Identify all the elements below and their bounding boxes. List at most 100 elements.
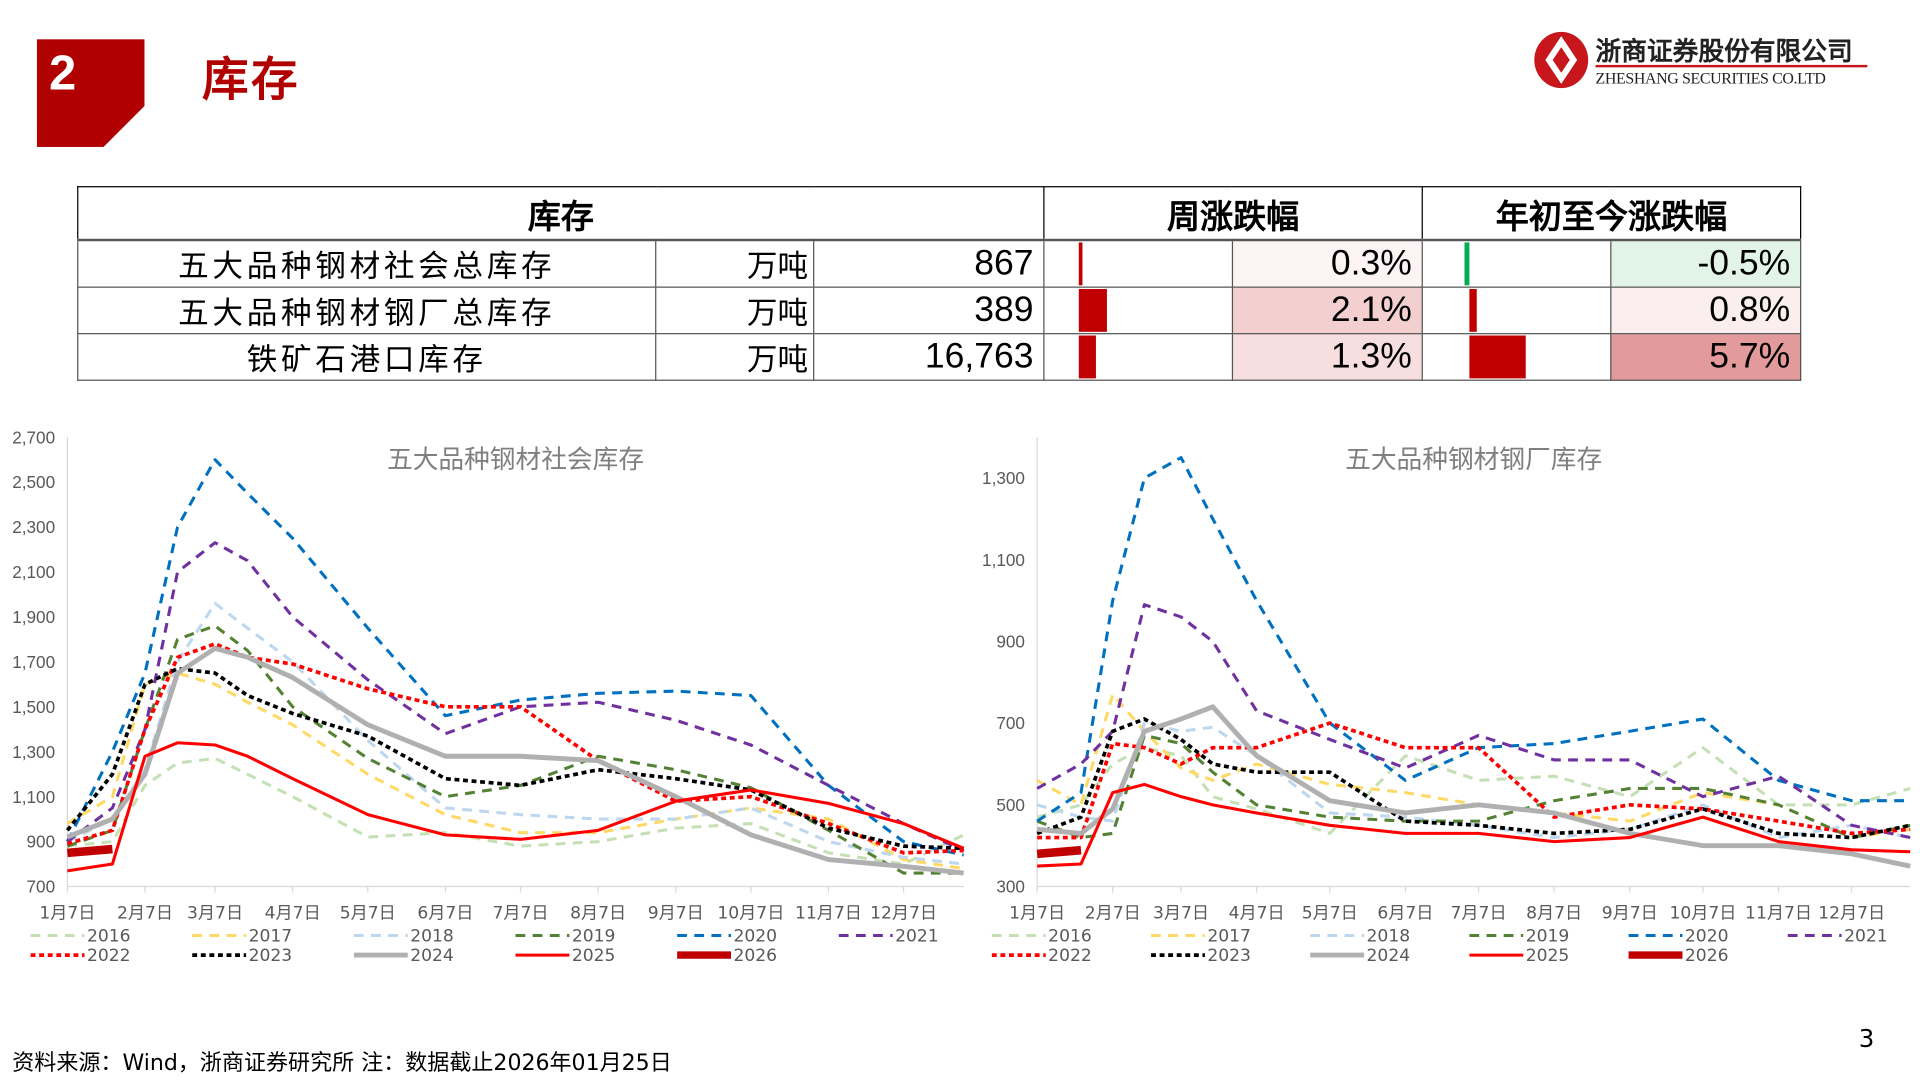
x-tick-label: 3月7日 (187, 903, 243, 923)
ytd-bar (1469, 335, 1526, 379)
legend-label: 2016 (1048, 927, 1092, 947)
x-tick-label: 1月7日 (39, 903, 95, 923)
x-tick-label: 1月7日 (1009, 903, 1065, 923)
y-tick-label: 2,100 (12, 562, 55, 582)
table-header: 库存 周涨跌幅 年初至今涨跌幅 (77, 186, 1802, 242)
x-tick-label: 12月7日 (870, 903, 937, 923)
x-tick-label: 8月7日 (570, 903, 626, 923)
y-tick-label: 900 (27, 832, 56, 852)
ytd-bar-cell (1421, 286, 1612, 335)
y-tick-label: 1,700 (12, 652, 55, 672)
logo-mark-icon (1534, 31, 1589, 89)
ytd-change: -0.5% (1610, 239, 1802, 288)
legend-label: 2019 (572, 927, 616, 947)
chart-title: 五大品种钢材钢厂库存 (1345, 445, 1602, 475)
company-logo: 浙商证券股份有限公司 ZHESHANG SECURITIES CO.LTD (1534, 31, 1877, 93)
logo-en: ZHESHANG SECURITIES CO.LTD (1595, 68, 1826, 87)
chart-social-inventory: 700 900 1,100 1,300 1,500 1,700 1,900 2,100 2,30… (12, 427, 965, 966)
table-row: 铁矿石港口库存 万吨 16,763 1.3% 5.7% (77, 333, 1802, 381)
legend-label: 2020 (733, 927, 777, 947)
series-line-2017 (66, 671, 964, 871)
x-tick-label: 4月7日 (1229, 903, 1285, 923)
legend-label: 2020 (1685, 927, 1729, 947)
x-tick-label: 11月7日 (1745, 903, 1812, 923)
weekly-bar-cell (1043, 333, 1234, 381)
weekly-bar (1078, 335, 1097, 379)
y-tick-label: 2,700 (12, 427, 55, 447)
series-line-2025 (1037, 782, 1911, 868)
ytd-change: 0.8% (1610, 286, 1802, 335)
x-tick-label: 6月7日 (417, 903, 473, 923)
ytd-bar (1464, 242, 1470, 286)
weekly-bar (1078, 288, 1108, 332)
logo-divider (1595, 64, 1868, 68)
row-name: 五大品种钢材社会总库存 (77, 239, 657, 288)
weekly-bar-cell (1043, 239, 1234, 288)
table-row: 五大品种钢材社会总库存 万吨 867 0.3% -0.5% (77, 239, 1802, 288)
series-line-2024 (66, 645, 964, 876)
y-tick-label: 1,100 (982, 550, 1025, 570)
chart-title: 五大品种钢材社会库存 (387, 445, 644, 475)
legend-label: 2023 (249, 946, 293, 966)
series-line-2018 (66, 601, 964, 866)
logo-cn: 浙商证券股份有限公司 (1595, 35, 1853, 67)
x-tick-label: 4月7日 (265, 903, 321, 923)
weekly-bar (1078, 242, 1083, 286)
y-tick-label: 500 (996, 795, 1025, 815)
row-unit: 万吨 (655, 333, 815, 381)
legend-label: 2026 (733, 946, 777, 966)
x-tick-label: 7月7日 (492, 903, 548, 923)
page-number: 3 (1858, 1023, 1875, 1054)
series-line-2025 (67, 741, 965, 873)
legend-label: 2017 (1207, 927, 1251, 947)
legend-label: 2021 (895, 927, 939, 947)
series-line-2016 (67, 756, 965, 866)
legend-label: 2023 (1207, 946, 1251, 966)
x-tick-label: 11月7日 (795, 903, 862, 923)
y-tick-label: 700 (996, 713, 1025, 733)
legend-label: 2025 (1526, 946, 1570, 966)
section-title: 库存 (202, 52, 301, 107)
ytd-bar-cell (1421, 333, 1612, 381)
y-tick-label: 2,300 (12, 517, 55, 537)
x-tick-label: 3月7日 (1153, 903, 1209, 923)
y-tick-label: 1,300 (12, 742, 55, 762)
x-tick-label: 9月7日 (648, 903, 704, 923)
legend-label: 2018 (410, 927, 454, 947)
y-tick-label: 1,500 (12, 697, 55, 717)
y-tick-label: 700 (27, 877, 56, 897)
series-line-2019 (1036, 733, 1911, 840)
x-tick-label: 2月7日 (1085, 903, 1141, 923)
series-line-2022 (1037, 721, 1911, 840)
legend-label: 2019 (1526, 927, 1570, 947)
x-tick-label: 2月7日 (117, 903, 173, 923)
x-tick-label: 6月7日 (1377, 903, 1433, 923)
row-name: 铁矿石港口库存 (77, 333, 657, 381)
section-number: 2 (48, 46, 77, 101)
x-tick-label: 9月7日 (1602, 903, 1658, 923)
ytd-bar-cell (1421, 239, 1612, 288)
series-line-2022 (66, 642, 964, 855)
series-line-2020 (65, 458, 965, 857)
series-line-2026 (66, 844, 113, 858)
series-line-2024 (1036, 704, 1911, 869)
legend-label: 2017 (249, 927, 293, 947)
ytd-change: 5.7% (1610, 333, 1802, 381)
legend-label: 2016 (87, 927, 131, 947)
series-line-2023 (1036, 717, 1911, 840)
y-tick-label: 1,100 (12, 787, 55, 807)
weekly-change: 1.3% (1231, 333, 1423, 381)
x-tick-label: 12月7日 (1818, 903, 1885, 923)
series-line-2020 (1036, 456, 1911, 823)
row-unit: 万吨 (655, 239, 815, 288)
series-line-2017 (1036, 693, 1911, 840)
series-line-2021 (1036, 603, 1911, 840)
legend-label: 2018 (1367, 927, 1411, 947)
weekly-change: 2.1% (1231, 286, 1423, 335)
weekly-bar-cell (1043, 286, 1234, 335)
row-value: 16,763 (813, 333, 1045, 381)
legend-label: 2021 (1844, 927, 1888, 947)
x-tick-label: 10月7日 (1669, 903, 1736, 923)
series-line-2026 (1036, 845, 1082, 859)
